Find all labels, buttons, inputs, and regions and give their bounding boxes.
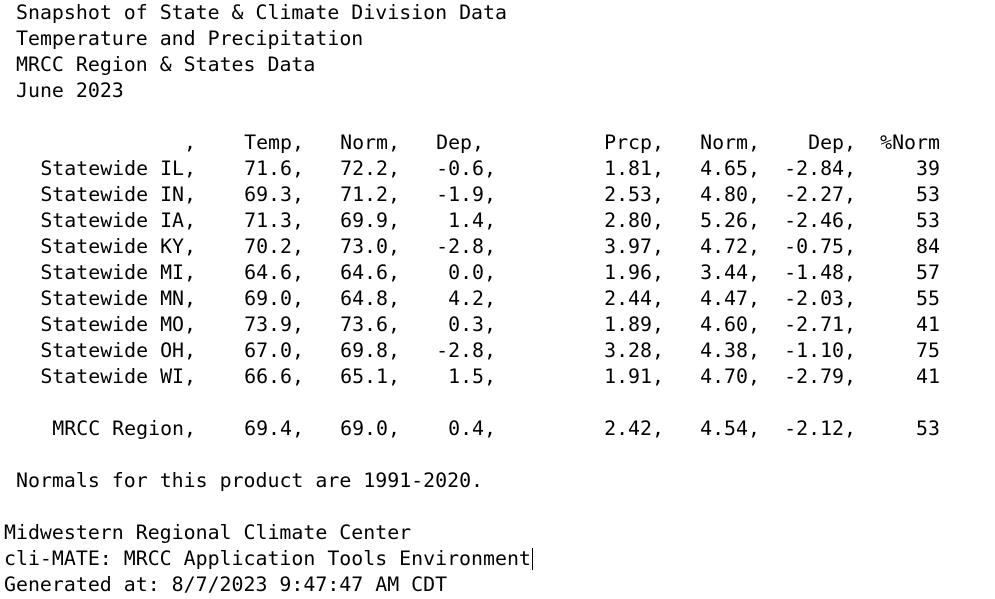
cell: 4.38,: [700, 339, 760, 362]
header-line: MRCC Region & States Data: [16, 53, 316, 76]
row-label: Statewide KY,: [40, 235, 196, 258]
cell: 4.60,: [700, 313, 760, 336]
cell: 4.70,: [700, 365, 760, 388]
row-label: Statewide IA,: [40, 209, 196, 232]
row-label: Statewide OH,: [40, 339, 196, 362]
row-label: Statewide MN,: [40, 287, 196, 310]
footer-line: cli-MATE: MRCC Application Tools Environ…: [4, 547, 531, 570]
cell: 69.8,: [340, 339, 400, 362]
cell: -2.46,: [784, 209, 856, 232]
cell: 2.42,: [604, 417, 664, 440]
cell: 4.47,: [700, 287, 760, 310]
cell: -2.71,: [784, 313, 856, 336]
cell: 53: [916, 209, 940, 232]
header-line: June 2023: [16, 79, 124, 102]
note: Normals for this product are 1991-2020.: [16, 469, 484, 492]
cell: 73.0,: [340, 235, 400, 258]
header-line: Snapshot of State & Climate Division Dat…: [16, 1, 507, 24]
cell: -2.8,: [436, 339, 496, 362]
header-line: Temperature and Precipitation: [16, 27, 364, 50]
row-label: MRCC Region,: [52, 417, 196, 440]
cell: 53: [916, 183, 940, 206]
cell: 66.6,: [244, 365, 304, 388]
column-header: Temp,: [244, 131, 304, 154]
cell: 41: [916, 313, 940, 336]
footer-line: Midwestern Regional Climate Center: [4, 521, 412, 544]
cell: 57: [916, 261, 940, 284]
cell: 4.54,: [700, 417, 760, 440]
column-header: Prcp,: [604, 131, 664, 154]
cell: 70.2,: [244, 235, 304, 258]
cell: 0.0,: [448, 261, 496, 284]
cell: -1.10,: [784, 339, 856, 362]
cell: -1.9,: [436, 183, 496, 206]
cell: 69.4,: [244, 417, 304, 440]
cell: 71.6,: [244, 157, 304, 180]
text-cursor: [532, 548, 533, 570]
cell: 71.3,: [244, 209, 304, 232]
cell: 67.0,: [244, 339, 304, 362]
cell: -2.84,: [784, 157, 856, 180]
cell: 4.80,: [700, 183, 760, 206]
cell: 3.28,: [604, 339, 664, 362]
cell: 53: [916, 417, 940, 440]
cell: 4.72,: [700, 235, 760, 258]
cell: -2.03,: [784, 287, 856, 310]
cell: 65.1,: [340, 365, 400, 388]
cell: 3.44,: [700, 261, 760, 284]
cell: 73.9,: [244, 313, 304, 336]
cell: 73.6,: [340, 313, 400, 336]
cell: -2.79,: [784, 365, 856, 388]
cell: 0.3,: [448, 313, 496, 336]
row-label: Statewide IL,: [40, 157, 196, 180]
cell: 1.5,: [448, 365, 496, 388]
column-header: %Norm: [880, 131, 940, 154]
row-label: Statewide MI,: [40, 261, 196, 284]
cell: 69.0,: [340, 417, 400, 440]
cell: 84: [916, 235, 940, 258]
cell: -0.6,: [436, 157, 496, 180]
cell: -0.75,: [784, 235, 856, 258]
cell: 1.91,: [604, 365, 664, 388]
cell: 64.6,: [244, 261, 304, 284]
column-header: Norm,: [700, 131, 760, 154]
cell: 0.4,: [448, 417, 496, 440]
cell: 55: [916, 287, 940, 310]
cell: 3.97,: [604, 235, 664, 258]
cell: 2.53,: [604, 183, 664, 206]
cell: 4.65,: [700, 157, 760, 180]
cell: 1.4,: [448, 209, 496, 232]
cell: 64.6,: [340, 261, 400, 284]
cell: 71.2,: [340, 183, 400, 206]
cell: 75: [916, 339, 940, 362]
column-header: Dep,: [808, 131, 856, 154]
cell: 1.89,: [604, 313, 664, 336]
cell: 1.96,: [604, 261, 664, 284]
cell: 64.8,: [340, 287, 400, 310]
cell: 69.9,: [340, 209, 400, 232]
cell: -2.12,: [784, 417, 856, 440]
cell: 69.3,: [244, 183, 304, 206]
cell: 2.80,: [604, 209, 664, 232]
cell: 2.44,: [604, 287, 664, 310]
cell: 72.2,: [340, 157, 400, 180]
column-header: Dep,: [436, 131, 484, 154]
row-label: Statewide MO,: [40, 313, 196, 336]
cell: 41: [916, 365, 940, 388]
cell: -1.48,: [784, 261, 856, 284]
cell: 1.81,: [604, 157, 664, 180]
cell: -2.8,: [436, 235, 496, 258]
row-label: Statewide WI,: [40, 365, 196, 388]
cell: 5.26,: [700, 209, 760, 232]
cell: 39: [916, 157, 940, 180]
cell: 4.2,: [448, 287, 496, 310]
cell: 69.0,: [244, 287, 304, 310]
row-label: Statewide IN,: [40, 183, 196, 206]
column-header: Norm,: [340, 131, 400, 154]
column-header: ,: [184, 131, 196, 154]
footer-line: Generated at: 8/7/2023 9:47:47 AM CDT: [4, 573, 448, 596]
cell: -2.27,: [784, 183, 856, 206]
